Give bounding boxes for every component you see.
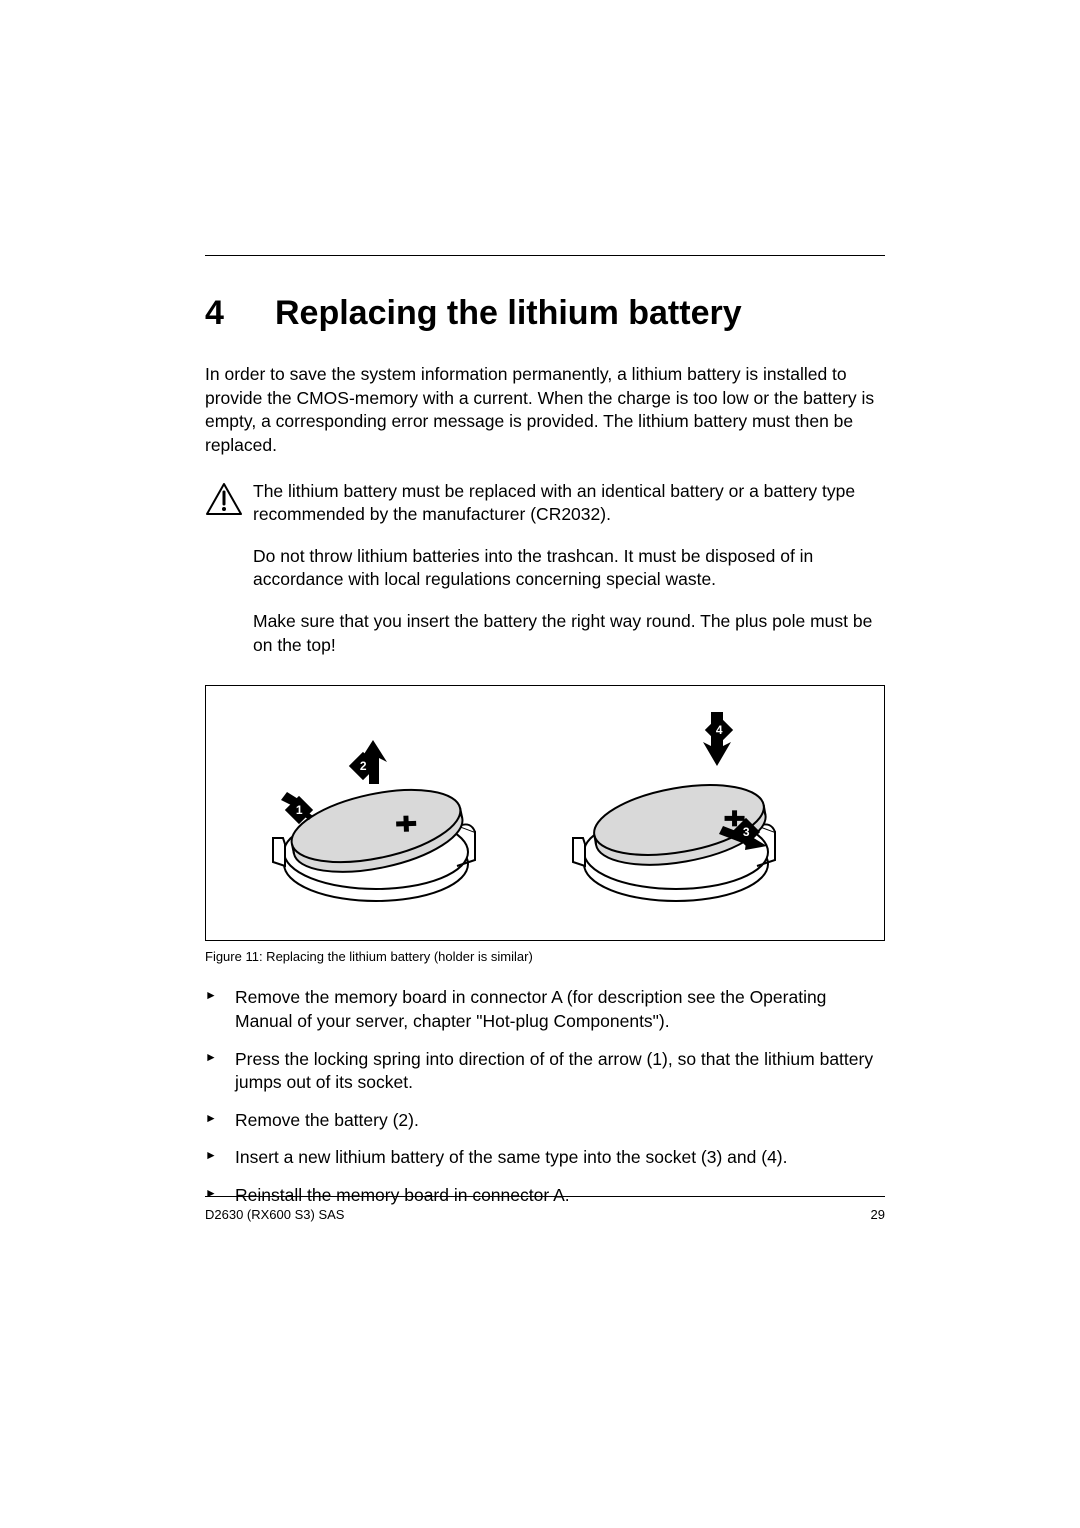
step-2: Press the locking spring into direction … [205,1048,885,1095]
footer-rule [205,1196,885,1197]
step-list: Remove the memory board in connector A (… [205,986,885,1207]
caution-icon [205,480,253,676]
caution-text-3: Make sure that you insert the battery th… [253,610,885,657]
figure-box: 1 2 [205,685,885,941]
chapter-number: 4 [205,294,275,333]
step-3: Remove the battery (2). [205,1109,885,1133]
chapter-heading: 4 Replacing the lithium battery [205,294,885,333]
footer-doc-id: D2630 (RX600 S3) SAS [205,1207,344,1222]
step-1: Remove the memory board in connector A (… [205,986,885,1033]
step-4: Insert a new lithium battery of the same… [205,1146,885,1170]
caution-text-1: The lithium battery must be replaced wit… [253,480,885,527]
top-rule [205,255,885,256]
intro-paragraph: In order to save the system information … [205,363,885,458]
chapter-title: Replacing the lithium battery [275,294,742,333]
page-footer: D2630 (RX600 S3) SAS 29 [205,1196,885,1222]
caution-block: The lithium battery must be replaced wit… [205,480,885,676]
footer-page-number: 29 [871,1207,885,1222]
battery-diagram-right: 3 4 [551,708,801,923]
caution-text-2: Do not throw lithium batteries into the … [253,545,885,592]
figure-caption: Figure 11: Replacing the lithium battery… [205,949,885,964]
battery-diagram-left: 1 2 [261,726,491,921]
